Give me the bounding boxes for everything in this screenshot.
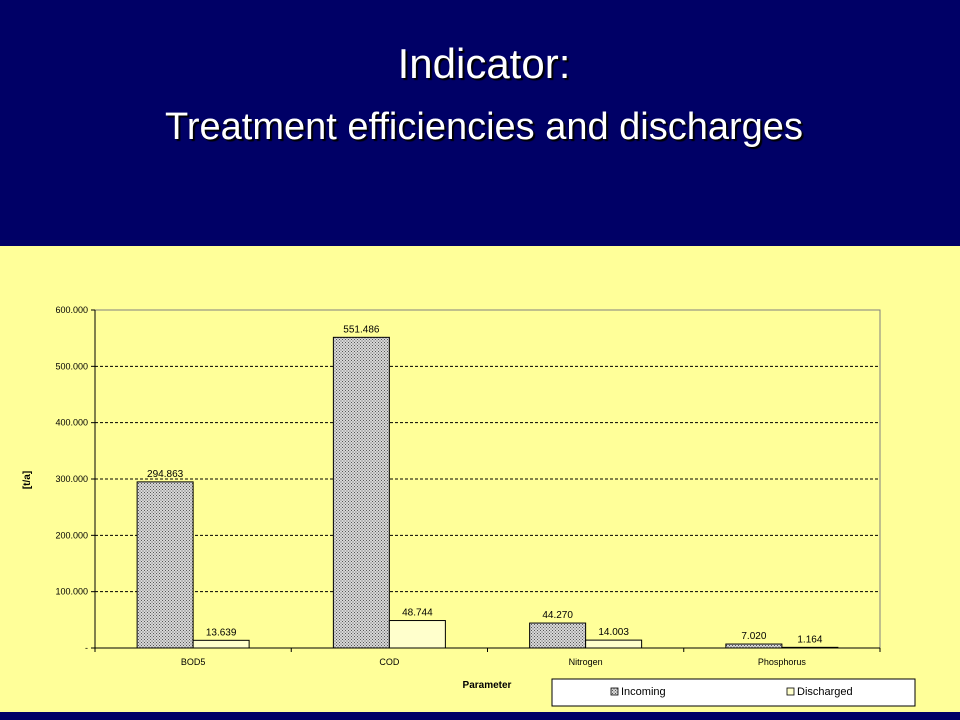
x-tick-label: BOD5	[181, 657, 206, 667]
bar-discharged-phosphorus	[781, 646, 839, 649]
x-axis-title: Parameter	[463, 680, 512, 691]
data-label: 14.003	[598, 627, 629, 638]
y-tick-label: 300.000	[55, 474, 88, 484]
y-tick-label: 100.000	[55, 587, 88, 597]
legend-label-incoming: Incoming	[621, 686, 666, 698]
x-tick-label: Nitrogen	[569, 657, 603, 667]
x-tick-label: Phosphorus	[758, 657, 807, 667]
bottom-bar	[0, 712, 960, 720]
bar-incoming-phosphorus	[725, 643, 783, 649]
y-tick-label: 200.000	[55, 530, 88, 540]
slide-title: Indicator:	[397, 40, 571, 87]
y-tick-label: 400.000	[55, 418, 88, 428]
bar-incoming-cod	[332, 336, 390, 649]
legend: Incoming Discharged	[551, 678, 916, 707]
x-tick-label: COD	[379, 657, 400, 667]
data-label: 44.270	[542, 610, 573, 621]
y-axis-title: [t/a]	[22, 471, 33, 489]
y-tick-label: -	[85, 643, 88, 653]
y-tick-label: 500.000	[55, 361, 88, 371]
data-label: 551.486	[343, 324, 380, 335]
bar-discharged-nitrogen	[585, 639, 643, 649]
data-label: 7.020	[741, 631, 766, 642]
y-tick-label: 600.000	[55, 305, 88, 315]
title-header: Indicator: Treatment efficiencies and di…	[0, 0, 960, 246]
legend-box	[551, 678, 916, 707]
bar-discharged-bod5	[192, 639, 250, 649]
slide-subtitle: Treatment efficiencies and discharges	[165, 106, 803, 148]
data-label: 294.863	[147, 469, 184, 480]
bar-discharged-cod	[388, 620, 446, 649]
bar-incoming-bod5	[136, 481, 194, 649]
bar-incoming-nitrogen	[529, 622, 587, 649]
data-label: 1.164	[797, 634, 822, 645]
legend-swatch-incoming	[610, 687, 619, 696]
data-label: 13.639	[206, 627, 237, 638]
data-label: 48.744	[402, 608, 433, 619]
legend-swatch-discharged	[786, 687, 795, 696]
legend-label-discharged: Discharged	[797, 686, 853, 698]
